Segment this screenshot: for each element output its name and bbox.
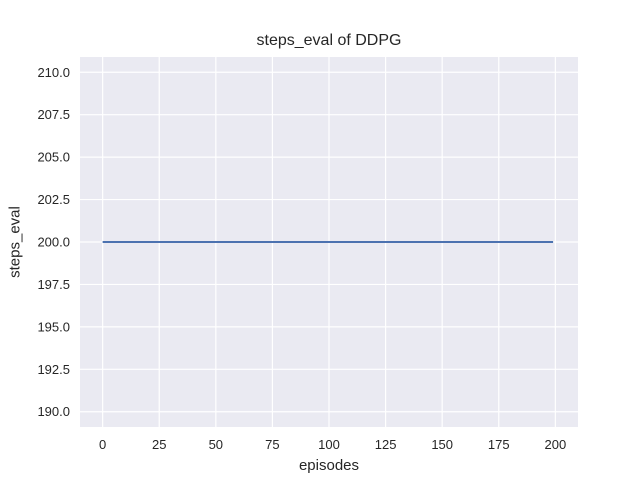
- x-tick-label: 100: [318, 437, 340, 452]
- x-tick-label: 50: [209, 437, 223, 452]
- x-tick-label: 175: [488, 437, 510, 452]
- y-tick-label: 210.0: [37, 65, 70, 80]
- x-tick-label: 200: [545, 437, 567, 452]
- x-tick-label: 0: [99, 437, 106, 452]
- y-tick-label: 200.0: [37, 235, 70, 250]
- x-tick-label: 125: [375, 437, 397, 452]
- x-tick-label: 150: [431, 437, 453, 452]
- x-tick-label: 25: [152, 437, 166, 452]
- y-tick-label: 192.5: [37, 362, 70, 377]
- y-tick-label: 207.5: [37, 107, 70, 122]
- chart-title: steps_eval of DDPG: [256, 32, 402, 49]
- y-axis-label: steps_eval: [6, 206, 24, 278]
- y-tick-label: 197.5: [37, 277, 70, 292]
- y-tick-label: 202.5: [37, 192, 70, 207]
- x-axis-label: episodes: [298, 457, 360, 474]
- y-tick-label: 190.0: [37, 404, 70, 419]
- y-tick-label: 195.0: [37, 319, 70, 334]
- x-tick-label: 75: [265, 437, 279, 452]
- y-tick-label: 205.0: [37, 150, 70, 165]
